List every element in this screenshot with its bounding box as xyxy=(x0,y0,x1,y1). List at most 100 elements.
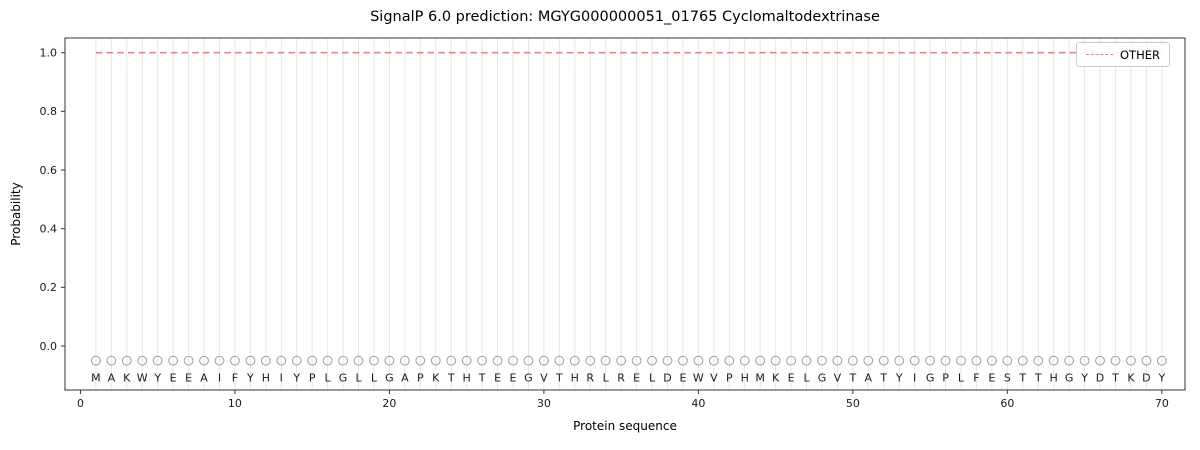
residue-letter: K xyxy=(772,372,780,385)
residue-marker-icon xyxy=(1110,355,1121,366)
residue-letter: T xyxy=(1034,372,1042,385)
residue-letter: H xyxy=(262,372,270,385)
y-tick-label: 0.4 xyxy=(40,222,58,235)
residue-marker-icon xyxy=(956,355,966,366)
residue-marker-icon xyxy=(1079,355,1090,366)
residue-marker-icon xyxy=(1017,355,1028,366)
residue-letter: V xyxy=(540,372,548,385)
residue-marker-icon xyxy=(585,355,596,366)
residue-letter: T xyxy=(879,372,887,385)
residue-marker-icon xyxy=(291,355,302,366)
residue-marker-icon xyxy=(353,355,364,366)
residue-marker-icon xyxy=(600,355,611,366)
y-tick-label: 0.6 xyxy=(40,164,58,177)
residue-letter: V xyxy=(710,372,718,385)
residue-letter: V xyxy=(834,372,842,385)
residue-letter: I xyxy=(913,372,916,385)
y-tick-label: 0.8 xyxy=(40,105,58,118)
chart-title: SignalP 6.0 prediction: MGYG000000051_01… xyxy=(370,9,880,25)
residue-marker-icon xyxy=(971,355,982,366)
y-tick-label: 0.0 xyxy=(40,340,58,353)
x-axis-label: Protein sequence xyxy=(573,419,677,433)
residue-marker-icon xyxy=(693,355,704,366)
residue-marker-icon xyxy=(724,355,735,366)
residue-letter: E xyxy=(988,372,995,385)
residue-letter: H xyxy=(463,372,471,385)
residue-letter: F xyxy=(973,372,979,385)
residue-letter: A xyxy=(401,372,409,385)
residue-letter: Y xyxy=(895,372,903,385)
residue-marker-icon xyxy=(616,355,627,366)
residue-marker-icon xyxy=(369,355,379,366)
residue-marker-icon xyxy=(492,355,503,366)
residue-marker-icon xyxy=(847,355,858,366)
residue-marker-icon xyxy=(152,355,163,366)
residue-letter: T xyxy=(555,372,563,385)
legend-entry-label: OTHER xyxy=(1120,47,1160,62)
residue-marker-icon xyxy=(1126,355,1136,366)
residue-letter: A xyxy=(200,372,208,385)
residue-letter: G xyxy=(1065,372,1074,385)
residue-letter: M xyxy=(755,372,765,385)
residue-letter: G xyxy=(339,372,348,385)
residue-marker-icon xyxy=(894,355,905,366)
residue-letter: Y xyxy=(1157,372,1165,385)
residue-marker-icon xyxy=(878,355,889,366)
residue-marker-icon xyxy=(832,355,843,366)
residue-marker-icon xyxy=(199,355,209,366)
residue-letter: G xyxy=(818,372,827,385)
residue-letter: E xyxy=(170,372,177,385)
residue-marker-icon xyxy=(1002,355,1013,366)
residue-letter: P xyxy=(309,372,316,385)
residue-letter: Y xyxy=(153,372,161,385)
residue-marker-icon xyxy=(801,355,812,366)
residue-letter: G xyxy=(926,372,935,385)
x-tick-label: 10 xyxy=(228,397,242,410)
residue-letter: I xyxy=(218,372,221,385)
residue-marker-icon xyxy=(260,355,271,366)
residue-letter: E xyxy=(633,372,640,385)
residue-marker-icon xyxy=(399,355,410,366)
residue-marker-icon xyxy=(755,355,766,366)
residue-letter: K xyxy=(123,372,131,385)
legend: OTHER xyxy=(1076,42,1170,67)
y-tick-label: 0.2 xyxy=(40,281,58,294)
residue-marker-icon xyxy=(430,355,441,366)
residue-letter: D xyxy=(1096,372,1104,385)
residue-letter: L xyxy=(355,372,362,385)
residue-letter: G xyxy=(524,372,533,385)
residue-letter: K xyxy=(1127,372,1135,385)
residue-marker-icon xyxy=(137,355,148,366)
residue-marker-icon xyxy=(106,355,117,366)
residue-letter: E xyxy=(788,372,795,385)
residue-letter: T xyxy=(1111,372,1119,385)
x-tick-label: 60 xyxy=(1000,397,1014,410)
residue-letter: T xyxy=(478,372,486,385)
x-tick-label: 70 xyxy=(1155,397,1169,410)
residue-letter: E xyxy=(510,372,517,385)
residue-marker-icon xyxy=(1064,355,1075,366)
residue-letter: A xyxy=(865,372,873,385)
residue-letter: L xyxy=(803,372,810,385)
residue-marker-icon xyxy=(245,355,256,366)
residue-letter: T xyxy=(447,372,455,385)
residue-marker-icon xyxy=(415,355,426,366)
x-tick-label: 20 xyxy=(382,397,396,410)
residue-letter: A xyxy=(108,372,116,385)
x-tick-label: 40 xyxy=(691,397,705,410)
residue-letter: H xyxy=(571,372,579,385)
residue-letter: L xyxy=(958,372,965,385)
residue-letter: P xyxy=(726,372,733,385)
residue-marker-icon xyxy=(384,355,395,366)
x-tick-label: 50 xyxy=(846,397,860,410)
residue-letter: H xyxy=(741,372,749,385)
residue-marker-icon xyxy=(786,355,796,366)
residue-marker-icon xyxy=(817,355,827,366)
residue-marker-icon xyxy=(770,355,781,366)
residue-letter: W xyxy=(693,372,704,385)
residue-letter: L xyxy=(649,372,656,385)
residue-letter: R xyxy=(586,372,594,385)
residue-letter: I xyxy=(280,372,283,385)
y-tick-label: 1.0 xyxy=(40,46,58,59)
